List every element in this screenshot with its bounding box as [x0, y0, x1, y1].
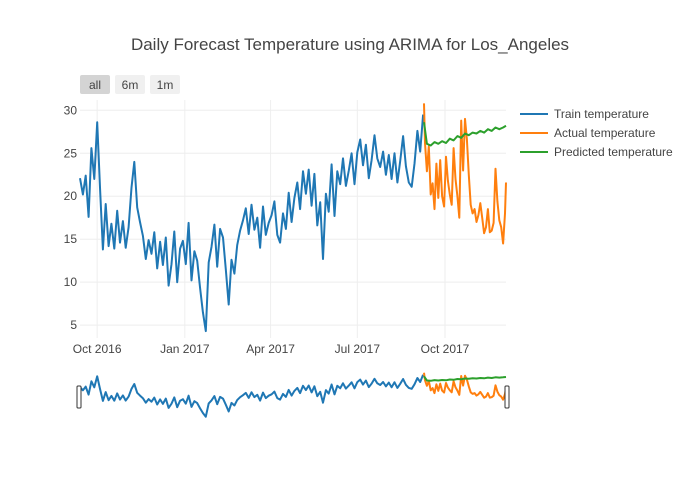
- range-button-label: 6m: [122, 78, 139, 92]
- range-selector: all 6m 1m: [80, 75, 180, 94]
- range-slider[interactable]: [76, 372, 510, 418]
- legend-item-actual[interactable]: Actual temperature: [520, 126, 656, 140]
- range-button-6m[interactable]: 6m: [115, 75, 145, 94]
- y-tick-label: 20: [64, 189, 78, 203]
- legend-label: Train temperature: [554, 107, 649, 121]
- legend-item-train[interactable]: Train temperature: [520, 107, 649, 121]
- x-tick-label: Jan 2017: [160, 342, 210, 356]
- y-axis-ticks: 5 10 15 20 25 30: [64, 103, 78, 332]
- range-slider-right-handle[interactable]: [504, 385, 510, 409]
- legend-item-predicted[interactable]: Predicted temperature: [520, 145, 673, 159]
- chart-title: Daily Forecast Temperature using ARIMA f…: [131, 35, 569, 54]
- grid-lines: [80, 100, 506, 338]
- y-tick-label: 25: [64, 146, 78, 160]
- x-axis-ticks: Oct 2016 Jan 2017 Apr 2017 Jul 2017 Oct 2017: [73, 342, 470, 356]
- y-tick-label: 5: [70, 318, 77, 332]
- range-button-1m[interactable]: 1m: [150, 75, 180, 94]
- x-tick-label: Jul 2017: [335, 342, 381, 356]
- y-tick-label: 10: [64, 275, 78, 289]
- series-line-train[interactable]: [79, 114, 425, 333]
- range-button-bg: [115, 75, 145, 94]
- range-button-label: all: [89, 78, 101, 92]
- range-slider-line-train: [79, 374, 425, 418]
- plot-area[interactable]: [79, 103, 507, 333]
- legend[interactable]: Train temperature Actual temperature Predi…: [520, 107, 673, 159]
- y-tick-label: 30: [64, 103, 78, 117]
- range-button-all[interactable]: all: [80, 75, 110, 94]
- legend-label: Actual temperature: [554, 126, 656, 140]
- x-tick-label: Oct 2017: [421, 342, 470, 356]
- y-tick-label: 15: [64, 232, 78, 246]
- x-tick-label: Oct 2016: [73, 342, 122, 356]
- range-button-label: 1m: [157, 78, 174, 92]
- x-tick-label: Apr 2017: [246, 342, 295, 356]
- series-line-actual[interactable]: [423, 103, 507, 245]
- range-slider-line-actual: [423, 372, 507, 401]
- series-line-predicted[interactable]: [423, 122, 507, 147]
- range-slider-line-predicted: [423, 375, 507, 382]
- legend-label: Predicted temperature: [554, 145, 673, 159]
- range-button-bg: [80, 75, 110, 94]
- range-button-bg: [150, 75, 180, 94]
- range-slider-left-handle[interactable]: [76, 385, 82, 409]
